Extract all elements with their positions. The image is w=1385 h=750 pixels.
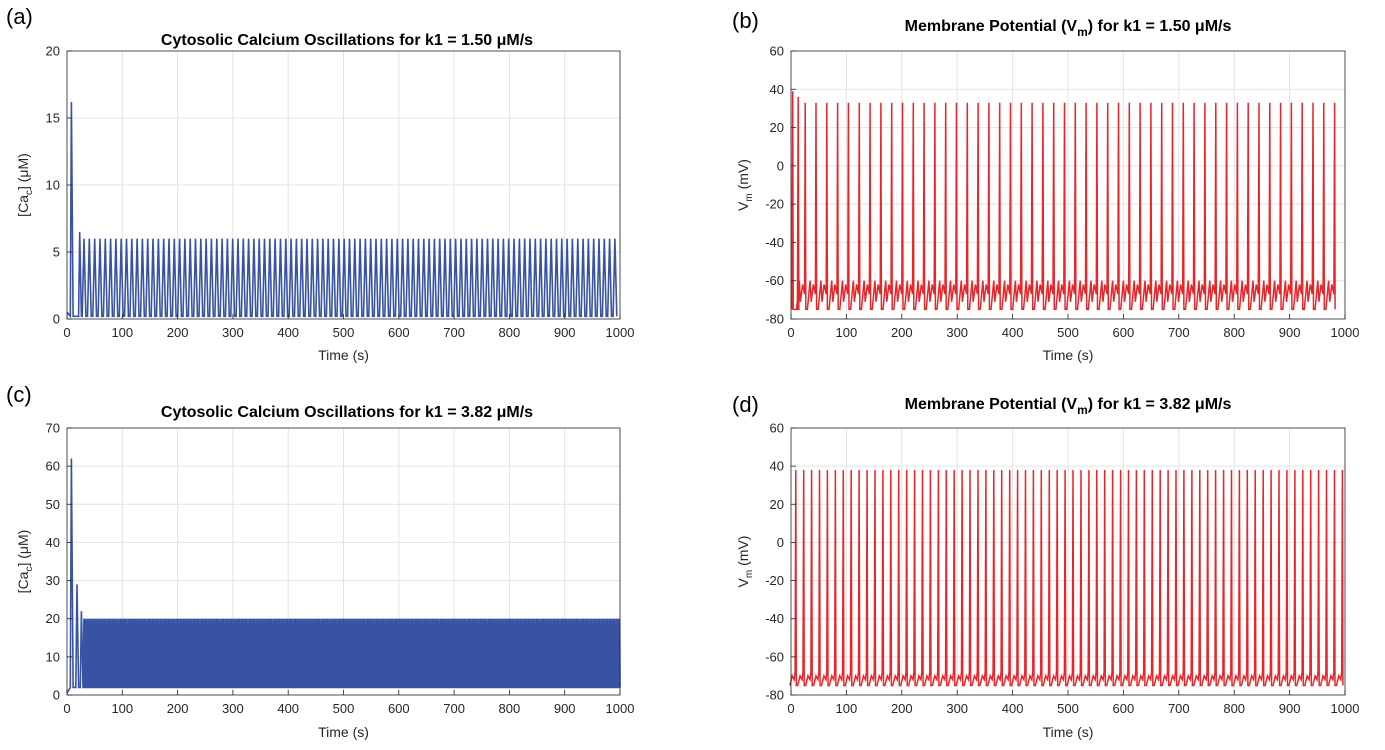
x-tick-label: 700 — [1168, 325, 1190, 340]
x-tick-label: 900 — [554, 701, 576, 716]
y-tick-label: 40 — [770, 82, 784, 97]
x-tick-label: 600 — [388, 325, 410, 340]
x-axis-label: Time (s) — [1043, 347, 1094, 363]
y-tick-label: -20 — [765, 573, 784, 588]
x-tick-label: 600 — [1113, 701, 1135, 716]
y-tick-label: -60 — [765, 649, 784, 664]
x-tick-label: 900 — [1279, 325, 1301, 340]
y-tick-label: 10 — [46, 649, 60, 664]
x-tick-label: 400 — [1002, 325, 1024, 340]
y-tick-label: -40 — [765, 611, 784, 626]
x-tick-label: 0 — [787, 325, 794, 340]
y-tick-label: 50 — [46, 497, 60, 512]
x-tick-label: 500 — [333, 325, 355, 340]
x-tick-label: 1000 — [1331, 325, 1360, 340]
y-tick-label: 20 — [770, 497, 784, 512]
x-tick-label: 700 — [443, 701, 465, 716]
y-tick-label: 70 — [46, 421, 60, 436]
x-tick-label: 400 — [1002, 701, 1024, 716]
x-tick-label: 0 — [63, 325, 70, 340]
x-axis-label: Time (s) — [1043, 724, 1094, 740]
y-tick-label: 0 — [53, 688, 60, 703]
y-tick-label: 20 — [46, 611, 60, 626]
x-axis-label: Time (s) — [318, 347, 369, 363]
x-tick-label: 700 — [1168, 701, 1190, 716]
y-axis-label: [Cac] (μM) — [15, 153, 35, 217]
x-tick-label: 300 — [946, 325, 968, 340]
x-tick-label: 700 — [443, 325, 465, 340]
y-axis-label: [Cac] (μM) — [15, 530, 35, 594]
x-tick-label: 400 — [277, 325, 299, 340]
y-tick-label: -80 — [765, 312, 784, 327]
y-tick-label: 0 — [53, 312, 60, 327]
chart-title: Cytosolic Calcium Oscillations for k1 = … — [161, 32, 533, 49]
x-tick-label: 1000 — [606, 325, 635, 340]
series-line — [789, 469, 1344, 687]
chart-title: Membrane Potential (Vm) for k1 = 3.82 μM… — [905, 396, 1232, 417]
x-tick-label: 800 — [1223, 325, 1245, 340]
y-tick-label: 40 — [770, 459, 784, 474]
y-tick-label: 30 — [46, 573, 60, 588]
y-tick-label: 15 — [46, 111, 60, 126]
panel-letter: (c) — [6, 382, 32, 407]
x-tick-label: 800 — [499, 325, 521, 340]
x-tick-label: 900 — [554, 325, 576, 340]
x-tick-label: 500 — [333, 701, 355, 716]
x-tick-label: 200 — [891, 701, 913, 716]
y-tick-label: -40 — [765, 235, 784, 250]
x-tick-label: 0 — [63, 701, 70, 716]
chart-panel-2: 0 100 200 300 400 500 600 700 800 900 1000-80-60-4… — [732, 8, 1359, 363]
y-tick-label: 0 — [777, 158, 784, 173]
x-tick-label: 100 — [111, 325, 133, 340]
y-axis-label: Vm (mV) — [735, 159, 755, 211]
x-tick-label: 200 — [891, 325, 913, 340]
y-tick-label: 60 — [770, 44, 784, 59]
y-tick-label: 5 — [53, 245, 60, 260]
x-tick-label: 800 — [499, 701, 521, 716]
x-tick-label: 100 — [111, 701, 133, 716]
chart-panel-4: 0 100 200 300 400 500 600 700 800 900 1000-80-60-4… — [732, 392, 1359, 740]
y-tick-label: 60 — [770, 421, 784, 436]
y-axis-label: Vm (mV) — [735, 536, 755, 588]
series-line — [66, 101, 618, 319]
panel-letter: (a) — [6, 4, 33, 29]
x-tick-label: 100 — [836, 701, 858, 716]
x-tick-label: 0 — [787, 701, 794, 716]
series-line — [791, 91, 1336, 311]
panel-letter: (b) — [732, 8, 759, 33]
y-tick-label: -20 — [765, 197, 784, 212]
y-tick-label: 60 — [46, 459, 60, 474]
x-tick-label: 600 — [388, 701, 410, 716]
x-tick-label: 300 — [222, 701, 244, 716]
x-tick-label: 600 — [1113, 325, 1135, 340]
chart-title: Cytosolic Calcium Oscillations for k1 = … — [161, 404, 533, 421]
x-tick-label: 1000 — [1331, 701, 1360, 716]
y-tick-label: -60 — [765, 273, 784, 288]
x-tick-label: 400 — [277, 701, 299, 716]
y-tick-label: 0 — [777, 535, 784, 550]
x-tick-label: 200 — [167, 325, 189, 340]
x-tick-label: 300 — [222, 325, 244, 340]
x-tick-label: 900 — [1279, 701, 1301, 716]
x-tick-label: 100 — [836, 325, 858, 340]
x-tick-label: 200 — [167, 701, 189, 716]
panel-letter: (d) — [732, 392, 759, 417]
chart-panel-1: 0 100 200 300 400 500 600 700 800 900 1000 0 5 10 15 20… — [6, 4, 634, 363]
x-tick-label: 500 — [1057, 701, 1079, 716]
chart-panel-3: 0 100 200 300 400 500 600 700 800 900 1000 0 10 20 30 4… — [6, 382, 634, 740]
y-tick-label: -80 — [765, 688, 784, 703]
x-tick-label: 500 — [1057, 325, 1079, 340]
x-axis-label: Time (s) — [318, 724, 369, 740]
chart-title: Membrane Potential (Vm) for k1 = 1.50 μM… — [905, 18, 1232, 39]
y-tick-label: 20 — [46, 44, 60, 59]
x-tick-label: 800 — [1223, 701, 1245, 716]
y-tick-label: 20 — [770, 120, 784, 135]
x-tick-label: 1000 — [606, 701, 635, 716]
series-line — [66, 458, 621, 694]
y-tick-label: 40 — [46, 535, 60, 550]
x-tick-label: 300 — [946, 701, 968, 716]
y-tick-label: 10 — [46, 178, 60, 193]
